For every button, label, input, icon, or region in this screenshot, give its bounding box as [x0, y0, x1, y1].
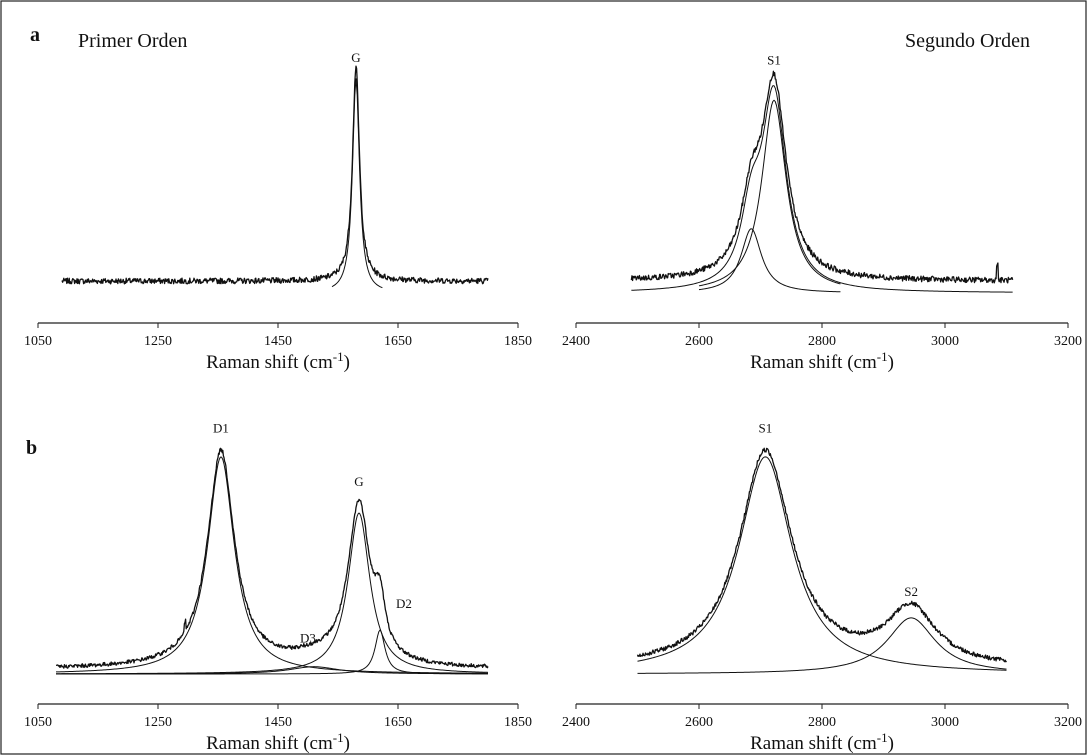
fit-curve-line	[637, 456, 1007, 671]
x-tick-label: 1650	[384, 334, 412, 349]
peak-label: D1	[213, 420, 229, 435]
x-tick-label: 2800	[808, 334, 836, 349]
row-a-label: a	[30, 24, 40, 46]
peak-label: D3	[300, 630, 316, 645]
x-tick-label: 1050	[24, 334, 52, 349]
spectrum-line	[61, 65, 489, 285]
fit-curve-line	[698, 228, 841, 293]
peak-label: S1	[767, 53, 781, 68]
x-axis-label: Raman shift (cm-1)	[750, 349, 894, 373]
x-tick-label: 1250	[144, 334, 172, 349]
fit-curve-line	[331, 78, 383, 289]
peak-label: S1	[759, 420, 773, 435]
x-tick-label: 1450	[264, 334, 292, 349]
panel-a-second-order: 2400 2600 2800 3000 3200 Raman shift (cm-1) S1	[562, 53, 1082, 373]
row-b-label: b	[26, 437, 37, 459]
spectrum-line	[630, 70, 1014, 284]
x-tick-label: 3200	[1054, 334, 1082, 349]
x-tick-label: 2600	[685, 715, 713, 730]
x-tick-label: 1050	[24, 715, 52, 730]
x-tick-label: 1850	[504, 334, 532, 349]
x-tick-label: 2800	[808, 715, 836, 730]
fit-curve-line	[631, 85, 1013, 293]
x-axis-label: Raman shift (cm-1)	[206, 349, 350, 373]
x-axis-label: Raman shift (cm-1)	[206, 730, 350, 754]
peak-label: G	[351, 50, 360, 65]
x-tick-label: 1450	[264, 715, 292, 730]
peak-label: G	[354, 474, 363, 489]
x-tick-label: 3000	[931, 715, 959, 730]
fit-curve-line	[637, 617, 1007, 674]
panel-a-first-order: 1050 1250 1450 1650 1850 Raman shift (cm-1) G	[24, 50, 532, 373]
x-tick-label: 1850	[504, 715, 532, 730]
fit-curve-line	[56, 666, 488, 675]
second-order-label: Segundo Orden	[905, 30, 1030, 52]
peak-label: D2	[396, 596, 412, 611]
x-axis-label: Raman shift (cm-1)	[750, 730, 894, 754]
peak-label: S2	[904, 584, 918, 599]
x-tick-label: 3000	[931, 334, 959, 349]
x-tick-label: 1250	[144, 715, 172, 730]
x-tick-label: 2400	[562, 334, 590, 349]
spectrum-line	[55, 447, 489, 669]
x-tick-label: 2600	[685, 334, 713, 349]
x-tick-label: 1650	[384, 715, 412, 730]
x-tick-label: 2400	[562, 715, 590, 730]
panel-b-second-order: 2400 2600 2800 3000 3200 Raman shift (cm-1) S1…	[562, 420, 1082, 754]
x-tick-label: 3200	[1054, 715, 1082, 730]
fit-curve-line	[698, 99, 841, 287]
first-order-label: Primer Orden	[78, 30, 187, 52]
spectrum-line	[636, 447, 1008, 663]
panel-b-first-order: 1050 1250 1450 1650 1850 Raman shift (cm-1) D1…	[24, 420, 532, 754]
